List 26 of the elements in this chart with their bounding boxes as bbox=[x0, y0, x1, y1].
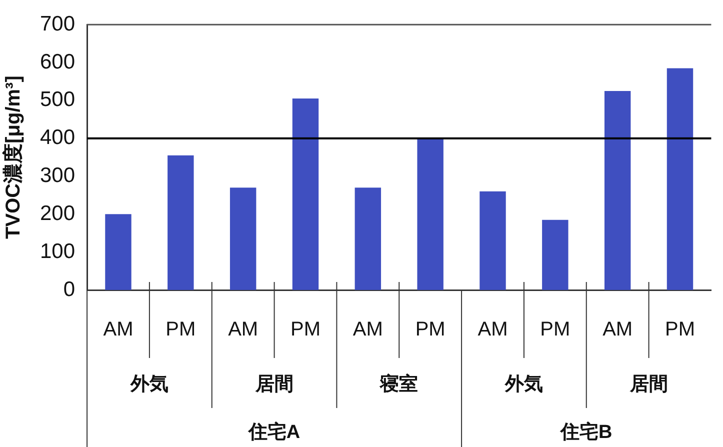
text: 外気 bbox=[129, 374, 168, 396]
text: 居間 bbox=[628, 374, 668, 396]
x-tick-label: AM bbox=[103, 318, 134, 341]
y-tick-label: 200 bbox=[40, 202, 76, 225]
y-tick-label: 0 bbox=[63, 278, 76, 301]
x-tick-label: PM bbox=[415, 318, 446, 341]
y-axis-title: TVOC濃度[μg/m³] bbox=[2, 76, 25, 239]
y-tick-label: 400 bbox=[40, 126, 76, 150]
y-tick-label: 600 bbox=[40, 50, 76, 74]
x-tick-label: AM bbox=[228, 318, 258, 341]
text: 居間 bbox=[254, 374, 294, 396]
y-tick-label: 700 bbox=[40, 12, 76, 36]
y-tick-label: 300 bbox=[40, 164, 76, 188]
x-tick-label: PM bbox=[166, 318, 196, 341]
x-tick-label: PM bbox=[540, 318, 570, 341]
text: 外気 bbox=[504, 374, 543, 396]
x-tick-label: PM bbox=[290, 318, 320, 341]
x-tick-label: AM bbox=[352, 318, 383, 341]
x-tick-label: AM bbox=[478, 318, 508, 341]
x-tick-label: AM bbox=[602, 318, 633, 341]
text: 住宅B bbox=[560, 421, 612, 444]
text: 住宅A bbox=[247, 421, 300, 444]
y-tick-label: 500 bbox=[40, 88, 76, 112]
x-tick-label: PM bbox=[665, 318, 695, 341]
y-tick-label: 100 bbox=[40, 240, 76, 263]
text: 寝室 bbox=[379, 373, 418, 396]
